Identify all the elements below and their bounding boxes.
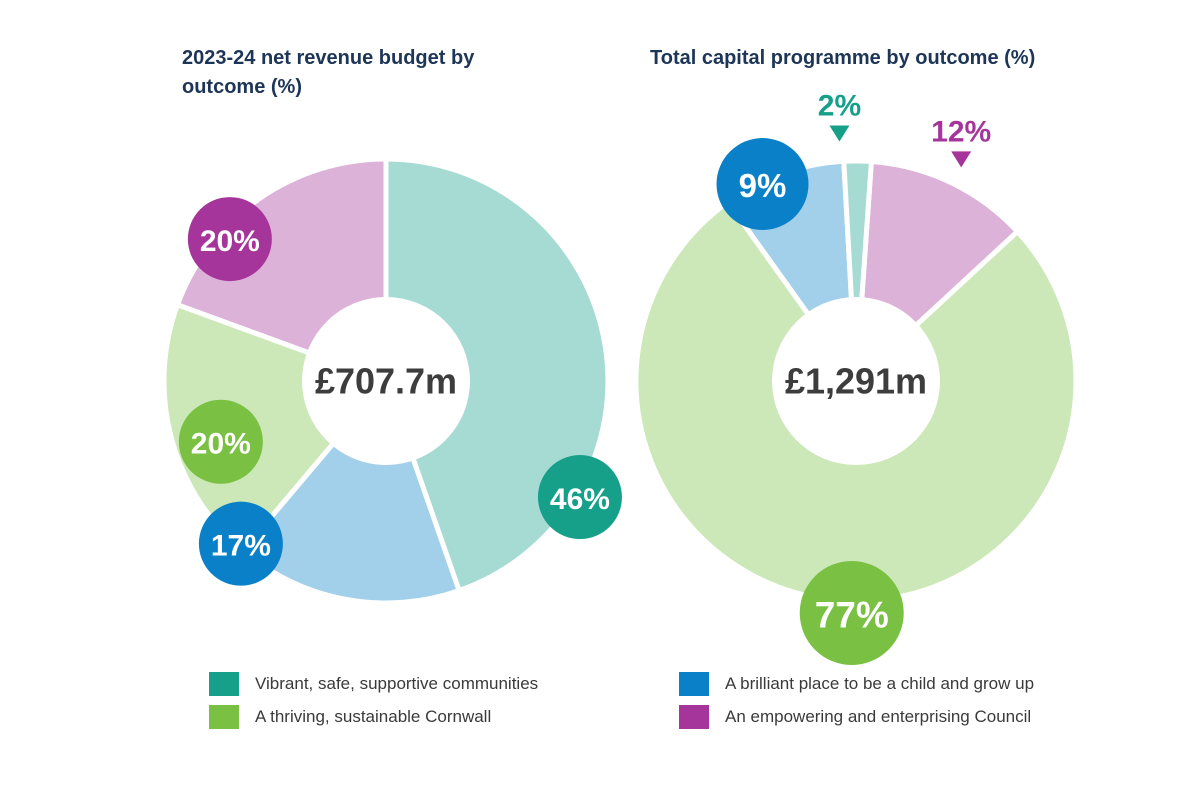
pie-center-label: £707.7m [315, 361, 457, 402]
slice-value-label: 77% [815, 595, 889, 636]
revenue-chart-title: 2023-24 net revenue budget by outcome (%… [182, 47, 475, 98]
slice-value-label: 20% [200, 225, 260, 258]
slice-value-label: 46% [550, 483, 610, 516]
slice-marker-arrow [829, 125, 850, 142]
legend-right: A brilliant place to be a child and grow… [679, 667, 1034, 733]
capital-chart-title: Total capital programme by outcome (%) [650, 47, 1036, 69]
legend-label: A thriving, sustainable Cornwall [255, 706, 492, 726]
legend-item: A brilliant place to be a child and grow… [679, 667, 1034, 700]
legend-item: Vibrant, safe, supportive communities [209, 667, 538, 700]
legend-label: An empowering and enterprising Council [725, 706, 1032, 726]
legend-swatch-purple [679, 704, 709, 729]
slice-value-bubble [799, 560, 904, 665]
legend-label: Vibrant, safe, supportive communities [255, 673, 539, 693]
pie-center-hole [772, 297, 940, 465]
legend-item: An empowering and enterprising Council [679, 700, 1034, 733]
slice-value-bubble [178, 399, 263, 484]
slice-value-label: 12% [931, 115, 991, 148]
slice-value-bubble [537, 455, 622, 540]
legend-left: Vibrant, safe, supportive communities A … [209, 667, 538, 733]
legend-swatch-teal [209, 671, 239, 696]
pie-center-hole [302, 297, 470, 465]
legend-label: A brilliant place to be a child and grow… [725, 673, 1035, 693]
slice-value-label: 20% [191, 428, 251, 461]
pie-center-label: £1,291m [785, 361, 927, 402]
pie-slice [841, 158, 875, 382]
slice-value-label: 9% [739, 167, 787, 204]
legend-swatch-green [209, 704, 239, 729]
legend-item: A thriving, sustainable Cornwall [209, 700, 538, 733]
legend-swatch-blue [679, 671, 709, 696]
slice-value-label: 2% [818, 90, 861, 123]
slice-value-bubble [198, 501, 283, 586]
slice-value-bubble [187, 197, 272, 282]
slice-marker-arrow [951, 151, 972, 168]
slice-value-bubble [716, 138, 809, 231]
slice-value-label: 17% [211, 529, 271, 562]
